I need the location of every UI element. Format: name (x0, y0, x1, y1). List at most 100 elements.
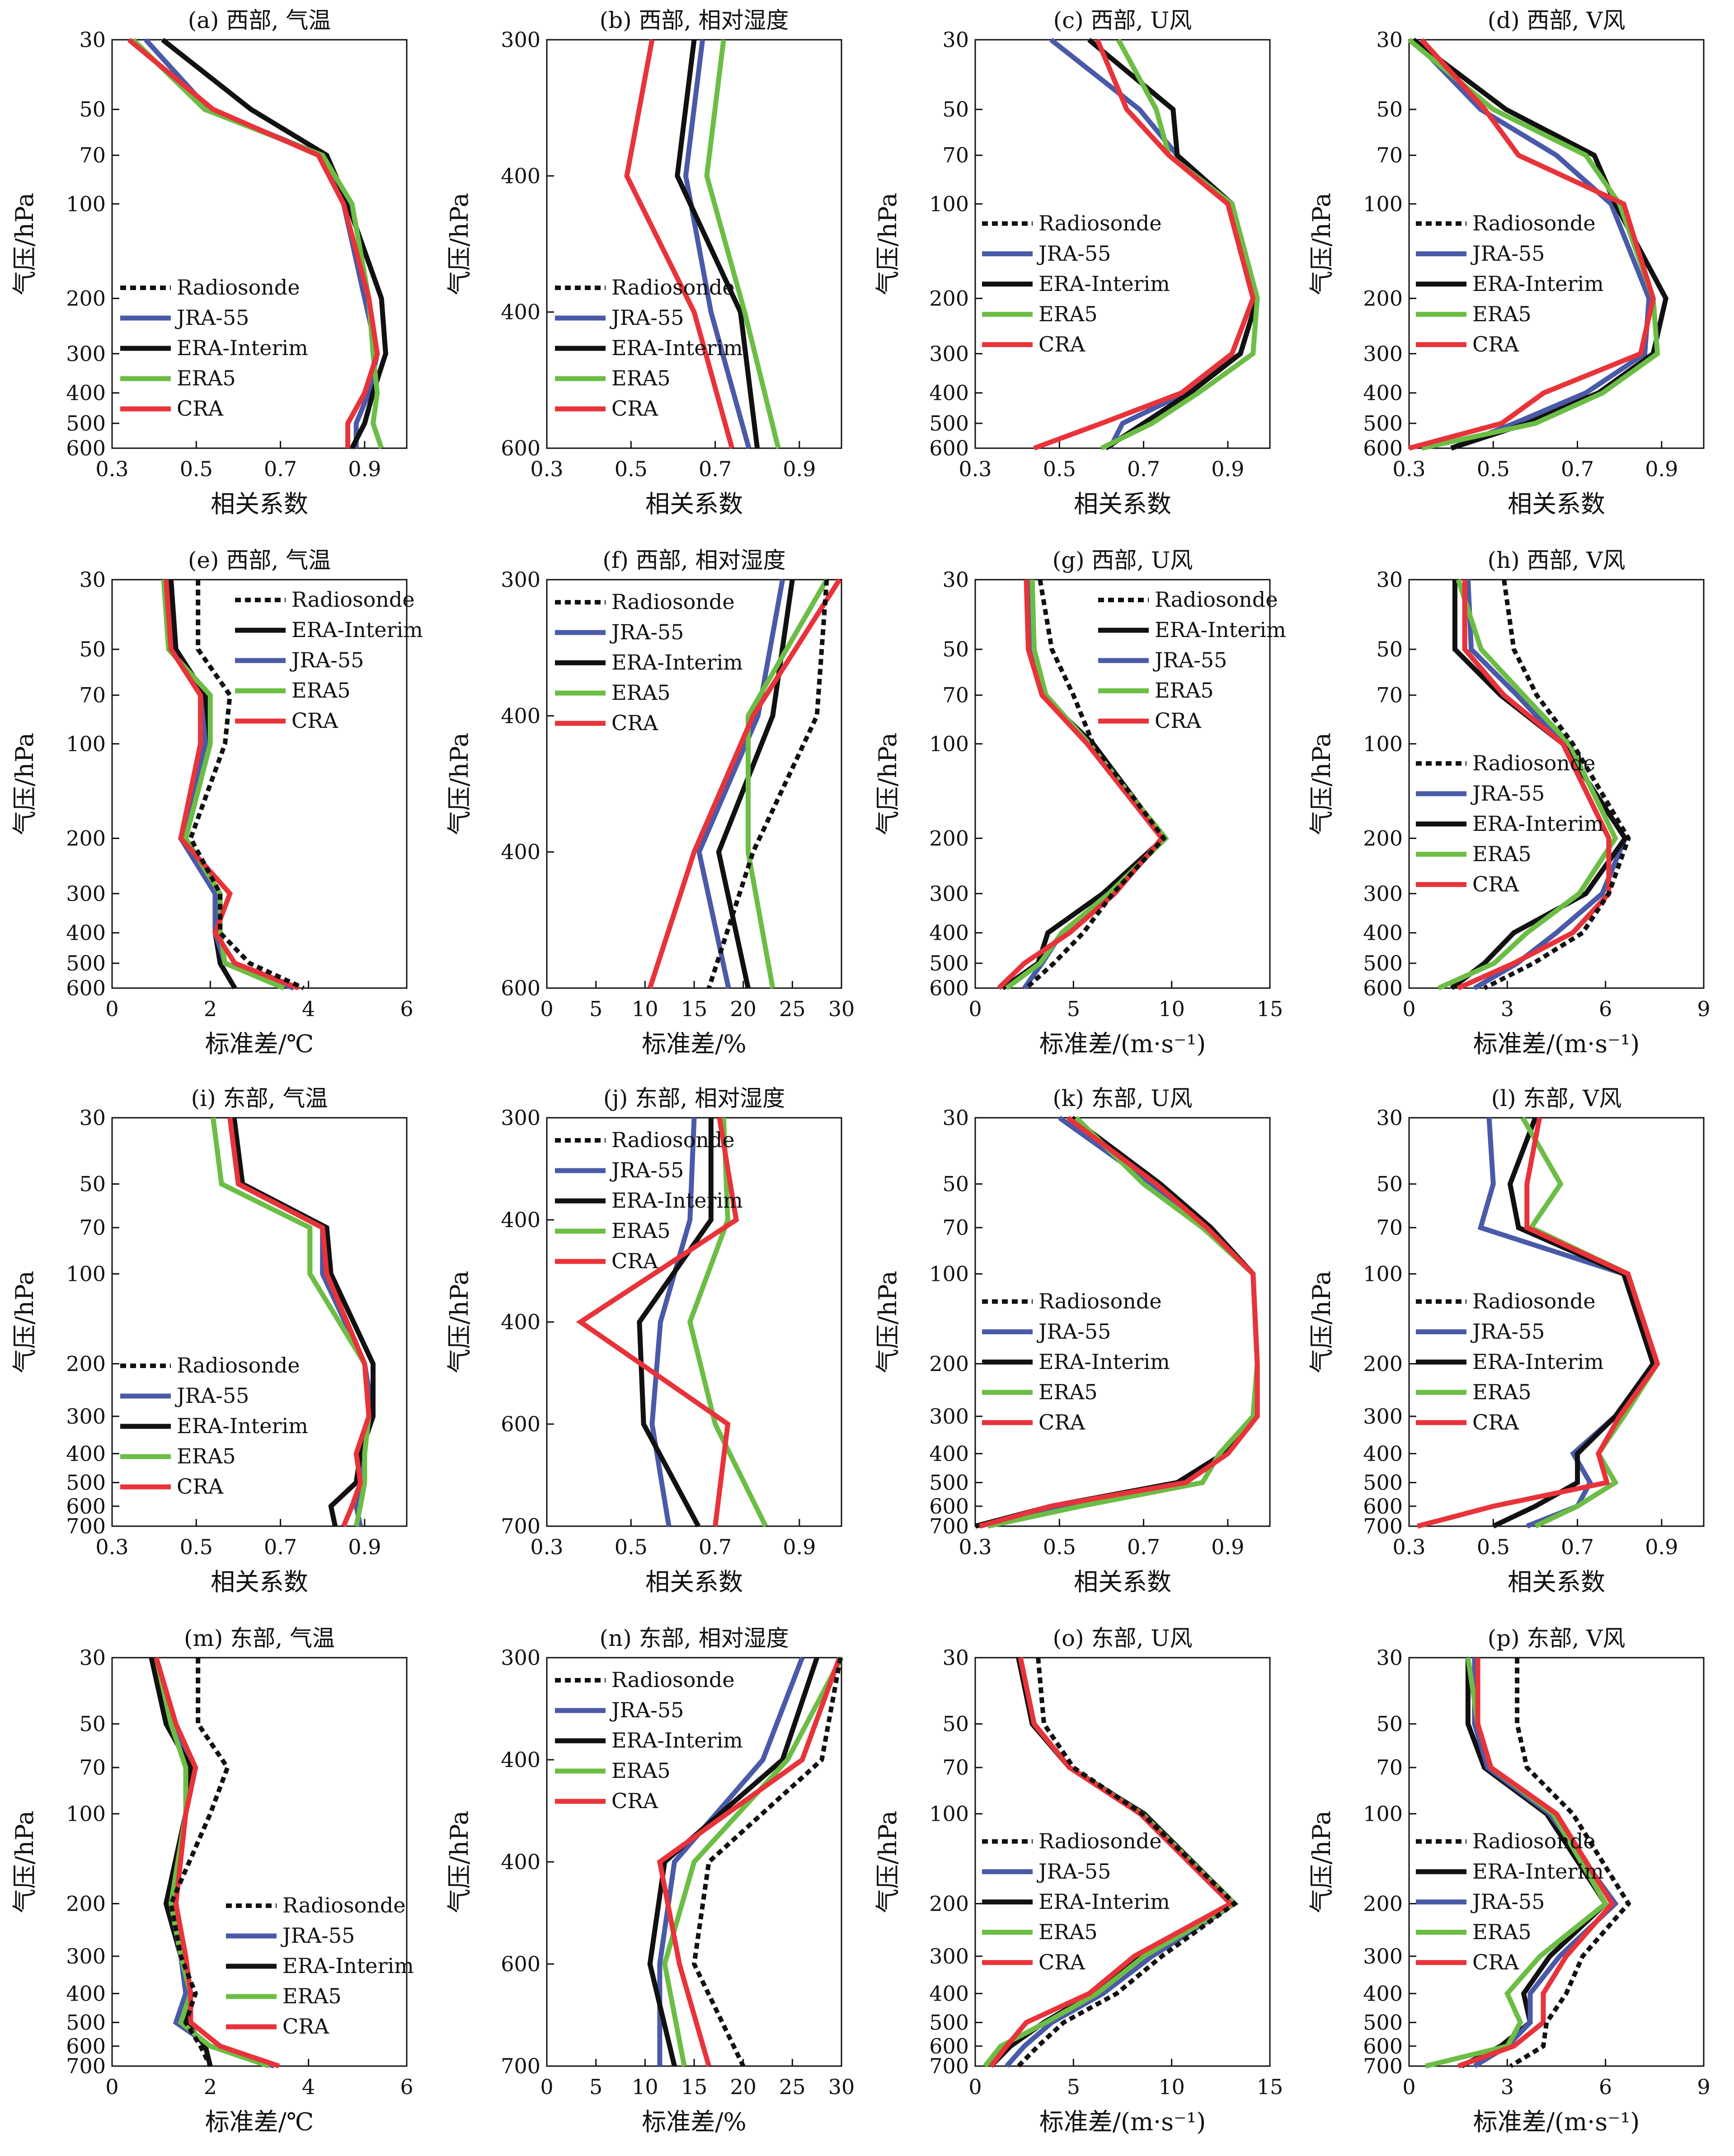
x-tick-label: 5 (1067, 2075, 1080, 2099)
series-line-era5 (161, 579, 285, 991)
x-axis-label: 相关系数 (645, 1568, 743, 1596)
y-tick-label: 700 (66, 1514, 106, 1538)
y-tick-label: 30 (79, 28, 106, 52)
legend-label: JRA-55 (1471, 241, 1545, 266)
x-tick-label: 0.9 (783, 457, 816, 481)
plot-frame (974, 1657, 1271, 2067)
y-axis-label: 气压/hPa (1307, 732, 1336, 835)
y-tick-label: 300 (501, 1106, 540, 1130)
x-axis-label: 相关系数 (645, 490, 743, 518)
series-line-era5 (987, 1116, 1260, 1529)
y-tick-label: 600 (501, 976, 540, 1000)
x-tick-label: 5 (589, 2075, 602, 2099)
chart-title: (k) 东部, U风 (1053, 1085, 1192, 1111)
y-tick-label: 300 (1363, 342, 1403, 366)
y-axis-label: 气压/hPa (874, 732, 902, 835)
legend-label: Radiosonde (611, 1128, 735, 1152)
x-tick-label: 5 (1067, 997, 1080, 1021)
x-axis-label: 标准差/% (642, 2108, 747, 2136)
series-line-era-interim (675, 39, 760, 449)
x-tick-label: 6 (1599, 2075, 1612, 2099)
series-line-era-interim (1087, 37, 1260, 450)
legend-label: ERA-Interim (1472, 1350, 1604, 1374)
chart-panel-7: (g) 西部, U风 0 5 10 15 30 50 70 100 200 300 400 500600… (874, 547, 1286, 1058)
x-tick-label: 0.7 (699, 457, 732, 481)
legend-label: Radiosonde (1472, 211, 1596, 235)
series-line-cra (1033, 38, 1256, 451)
x-tick-label: 2 (204, 2075, 217, 2099)
y-tick-label: 700 (929, 1514, 969, 1538)
y-tick-label: 30 (942, 28, 969, 52)
legend-label: CRA (1472, 332, 1519, 356)
legend-label: Radiosonde (1472, 1289, 1596, 1313)
series-line-era-interim (231, 1117, 376, 1527)
legend-label: ERA-Interim (1039, 272, 1170, 296)
plot-frame (1408, 579, 1705, 989)
y-tick-label: 600 (929, 2034, 969, 2058)
x-tick-label: 20 (730, 2075, 757, 2099)
legend-label: CRA (177, 396, 224, 421)
legend: Radiosonde JRA-55 ERA-Interim ERA5 CRA (555, 590, 743, 735)
legend-label: JRA-55 (1153, 648, 1227, 672)
y-tick-label: 200 (929, 286, 969, 310)
legend-label: JRA-55 (1037, 1859, 1111, 1884)
legend-label: CRA (1039, 1950, 1086, 1974)
x-tick-label: 0.3 (95, 457, 128, 481)
legend: Radiosonde JRA-55 ERA-Interim ERA5 CRA (120, 1353, 308, 1499)
y-tick-label: 100 (1363, 1802, 1403, 1826)
y-axis-label: 气压/hPa (445, 1810, 474, 1913)
y-tick-label: 70 (79, 683, 106, 708)
chart-panel-16: (p) 东部, V风 0 3 6 9 30 50 70 100 200 300 400 50060070… (1307, 1625, 1711, 2136)
plot-frame (111, 579, 408, 989)
legend-label: CRA (1155, 708, 1202, 733)
legend-label: ERA5 (1039, 302, 1098, 326)
y-axis-label: 气压/hPa (1307, 192, 1336, 295)
legend-label: ERA5 (282, 1984, 342, 2008)
legend-label: Radiosonde (177, 275, 300, 300)
chart-title: (c) 西部, U风 (1053, 7, 1192, 33)
series-line-era-interim (168, 579, 237, 989)
chart-panel-6: (f) 西部, 相对湿度 0 5 10 15 20 25 30 300 400 400 600 标准差/… (445, 547, 855, 1058)
legend: Radiosonde JRA-55 ERA-Interim ERA5 CRA (982, 1289, 1170, 1434)
series-line-radiosonde (1509, 1658, 1631, 2068)
x-tick-label: 0 (968, 997, 982, 1021)
legend-label: ERA-Interim (177, 1414, 308, 1438)
series-line-cra (127, 37, 380, 448)
series-line-cra (624, 39, 735, 449)
x-tick-label: 15 (681, 997, 708, 1021)
series-line-era-interim (161, 37, 388, 450)
x-tick-label: 0.5 (615, 1535, 648, 1559)
x-tick-label: 0 (1402, 2075, 1415, 2099)
y-tick-label: 600 (66, 436, 106, 460)
y-tick-label: 200 (1363, 826, 1403, 850)
y-tick-label: 300 (66, 1944, 106, 1969)
legend-label: ERA-Interim (611, 650, 743, 675)
y-tick-label: 300 (929, 1944, 969, 1969)
y-tick-label: 400 (501, 300, 540, 324)
y-tick-label: 100 (1363, 1262, 1403, 1286)
x-axis-label: 标准差/% (642, 1030, 747, 1058)
legend-label: ERA-Interim (1472, 811, 1604, 836)
x-tick-label: 0.9 (1645, 1535, 1678, 1559)
y-tick-label: 200 (929, 1891, 969, 1916)
legend: Radiosonde JRA-55 ERA-Interim ERA5 CRA (555, 275, 743, 421)
series-line-cra (1408, 38, 1656, 451)
series-line-cra (1417, 1117, 1660, 1529)
y-tick-label: 700 (929, 2054, 969, 2078)
legend: Radiosonde JRA-55 ERA-Interim ERA5 CRA (120, 275, 308, 421)
y-tick-label: 400 (66, 921, 106, 945)
legend-label: Radiosonde (611, 275, 735, 300)
legend-label: ERA5 (291, 678, 351, 703)
y-tick-label: 500 (1363, 951, 1403, 975)
y-tick-label: 200 (929, 1351, 969, 1376)
series-line-cra (647, 578, 842, 989)
y-tick-label: 400 (1363, 921, 1403, 945)
y-axis-label: 气压/hPa (445, 192, 474, 295)
y-tick-label: 50 (79, 637, 106, 661)
x-tick-label: 0.3 (1392, 1535, 1425, 1559)
x-tick-label: 10 (632, 2075, 658, 2099)
y-tick-label: 300 (1363, 1944, 1403, 1969)
legend-label: Radiosonde (1155, 587, 1278, 612)
legend-label: ERA5 (1155, 678, 1214, 703)
chart-panel-4: (d) 西部, V风 0.3 0.5 0.7 0.9 30 50 70 100 200 300 400… (1307, 7, 1705, 518)
